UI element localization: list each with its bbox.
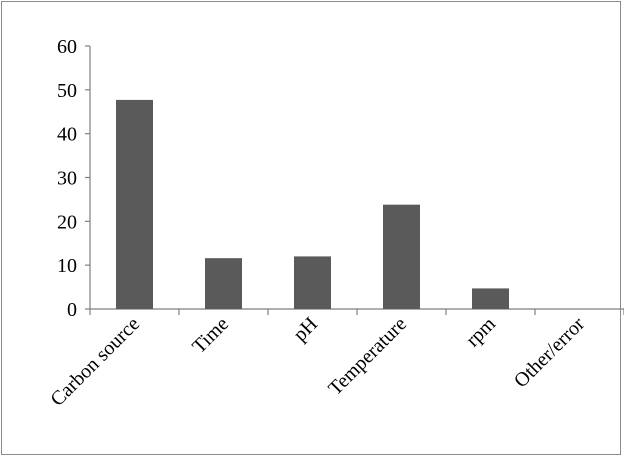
bar-ph	[294, 256, 331, 309]
y-tick-label: 0	[67, 299, 77, 321]
bar-temperature	[383, 204, 420, 309]
y-tick-label: 10	[57, 255, 77, 277]
x-category-label: Time	[188, 313, 233, 358]
x-category-label: Carbon source	[46, 313, 144, 411]
y-tick-label: 30	[57, 168, 77, 190]
x-category-label: Other/error	[510, 313, 589, 392]
x-category-label: pH	[289, 313, 322, 346]
bars	[116, 99, 509, 309]
x-category-label: Temperature	[324, 313, 411, 400]
y-axis: 0 10 20 30 40 50 60	[57, 36, 91, 321]
category-labels: Carbon source Time pH Temperature rpm Other/e…	[46, 313, 589, 411]
y-tick-label: 40	[57, 124, 77, 146]
y-tick-label: 50	[57, 80, 77, 102]
bar-carbon-source	[116, 99, 153, 309]
bar-time	[205, 258, 242, 309]
x-category-label: rpm	[462, 313, 501, 352]
y-tick-label: 20	[57, 211, 77, 233]
x-axis	[89, 308, 624, 315]
y-tick-label: 60	[57, 36, 77, 58]
bar-rpm	[472, 288, 509, 309]
